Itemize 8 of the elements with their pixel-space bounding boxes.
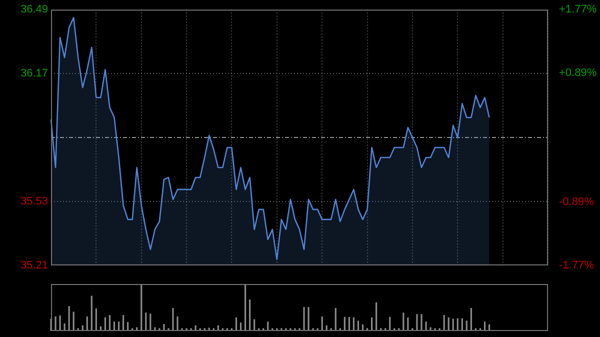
- y-tick-label: 35.21: [20, 259, 48, 272]
- y2-tick-label: -1.77%: [559, 259, 594, 272]
- y-tick-label: 36.49: [20, 4, 48, 16]
- y2-tick-label: +1.77%: [559, 4, 597, 16]
- y2-tick-label: -0.89%: [559, 196, 594, 208]
- y-tick-label: 36.17: [20, 68, 48, 80]
- y2-tick-label: +0.89%: [559, 67, 597, 80]
- y-tick-label: 35.53: [20, 195, 48, 208]
